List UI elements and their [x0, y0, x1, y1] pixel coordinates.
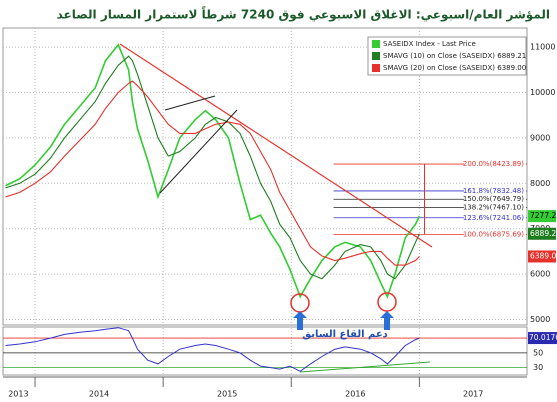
level-label: 161.8%(7832.48) — [463, 187, 524, 195]
legend-label: SASEIDX Index - Last Price — [383, 40, 476, 48]
legend-label: SMAVG (10) on Close (SASEIDX) 6889.21 — [383, 52, 526, 60]
legend-swatch — [372, 40, 380, 48]
annotation: دعم القاع السابق — [302, 329, 388, 340]
legend-swatch — [372, 52, 380, 60]
legend — [367, 36, 527, 76]
level-label-bg — [464, 159, 526, 169]
arrow — [380, 311, 394, 330]
last-value-label: 70.0176 — [529, 333, 557, 342]
level-label: 200.0%(8423.89) — [463, 160, 524, 168]
last-value-box — [528, 210, 556, 223]
last-value-box — [528, 227, 556, 240]
price-frame — [2, 27, 528, 326]
level-label-bg — [464, 229, 526, 239]
marks: 5000600070008000900010000110002013201420… — [3, 28, 557, 399]
level-label-bg — [464, 194, 526, 204]
series-line — [5, 43, 421, 299]
x-tick-label: 2015 — [217, 390, 237, 399]
level-label: 100.0%(6875.69) — [463, 230, 524, 238]
chart-title: المؤشر العام/اسبوعي: الاغلاق الاسبوعي فو… — [57, 6, 550, 23]
last-value-label: 7277.25 — [530, 211, 557, 220]
x-tick-label: 2014 — [89, 390, 109, 399]
y-tick-label: 50 — [533, 348, 543, 357]
arrow — [293, 311, 307, 330]
series-line — [5, 80, 420, 266]
y-tick-label: 6000 — [530, 270, 550, 279]
level-label-bg — [464, 202, 526, 212]
y-tick-label: 9000 — [530, 133, 550, 142]
trendline — [299, 361, 431, 373]
y-tick-label: 11000 — [530, 43, 555, 52]
y-tick-label: 30 — [533, 363, 543, 372]
legend-swatch — [372, 64, 380, 72]
level-label: 123.6%(7241.06) — [463, 214, 524, 222]
level-label: 150.0%(7649.79) — [463, 195, 524, 203]
level-label: 138.2%(7467.10) — [463, 204, 524, 212]
y-tick-label: 5000 — [530, 315, 550, 324]
x-tick-label: 2017 — [463, 390, 483, 399]
rsi-frame — [2, 326, 528, 376]
last-value-box — [528, 332, 557, 345]
trendline — [164, 95, 216, 111]
last-value-label: 6889.21 — [530, 229, 557, 238]
y-tick-label: 10000 — [530, 88, 555, 97]
x-tick-label: 2013 — [8, 390, 28, 399]
level-label-bg — [464, 185, 526, 195]
trendline — [159, 109, 238, 194]
last-value-box — [528, 250, 556, 263]
series-line — [5, 327, 420, 372]
x-tick-label: 2016 — [345, 390, 365, 399]
y-tick-label: 8000 — [530, 179, 550, 188]
level-label-bg — [464, 212, 526, 222]
legend-label: SMAVG (20) on Close (SASEIDX) 6389.00 — [383, 64, 526, 72]
trendline — [119, 43, 433, 248]
last-value-label: 6389.00 — [530, 251, 557, 260]
